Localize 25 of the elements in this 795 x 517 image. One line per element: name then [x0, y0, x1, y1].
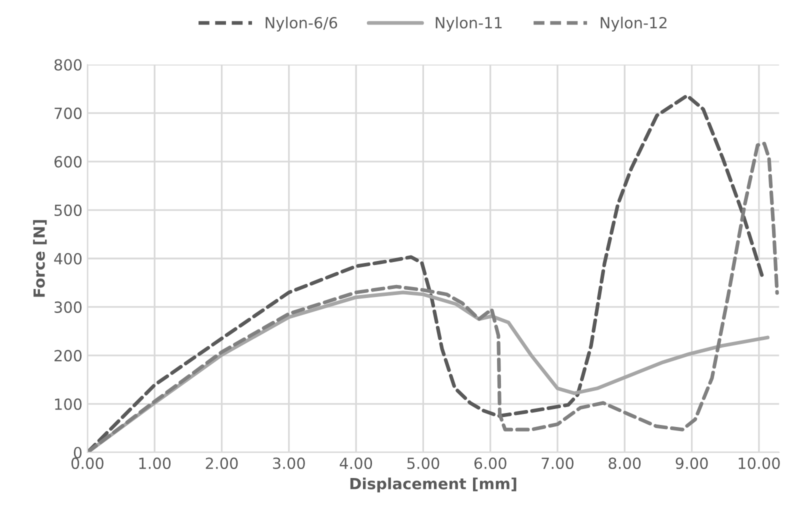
y-tick-label: 500	[54, 204, 82, 216]
y-tick-label: 0	[74, 446, 82, 458]
y-tick-label: 800	[54, 59, 82, 71]
x-tick-label: 3.00	[273, 458, 305, 470]
x-tick-label: 1.00	[139, 458, 171, 470]
y-axis-title: Force [N]	[33, 220, 47, 297]
y-tick-label: 200	[54, 350, 82, 362]
y-tick-label: 700	[54, 108, 82, 120]
x-tick-label: 7.00	[542, 458, 574, 470]
y-tick-label: 400	[54, 252, 82, 265]
x-tick-label: 8.00	[608, 458, 641, 470]
y-tick-label: 100	[55, 398, 82, 410]
y-tick-label: 600	[54, 156, 82, 168]
x-axis-title: Displacement [mm]	[350, 478, 516, 492]
x-tick-label: 10.00	[738, 458, 780, 470]
x-tick-label: 4.00	[340, 458, 372, 470]
x-tick-label: 0.00	[71, 458, 104, 470]
legend-label: Nylon-6/6	[266, 16, 338, 32]
legend-label: Nylon-12	[600, 16, 666, 32]
x-tick-label: 6.00	[474, 458, 506, 470]
x-tick-label: 5.00	[407, 458, 440, 470]
y-tick-label: 300	[54, 301, 82, 313]
x-tick-label: 2.00	[206, 458, 238, 470]
x-tick-label: 9.00	[676, 458, 708, 470]
legend-label: Nylon-11	[436, 16, 502, 32]
